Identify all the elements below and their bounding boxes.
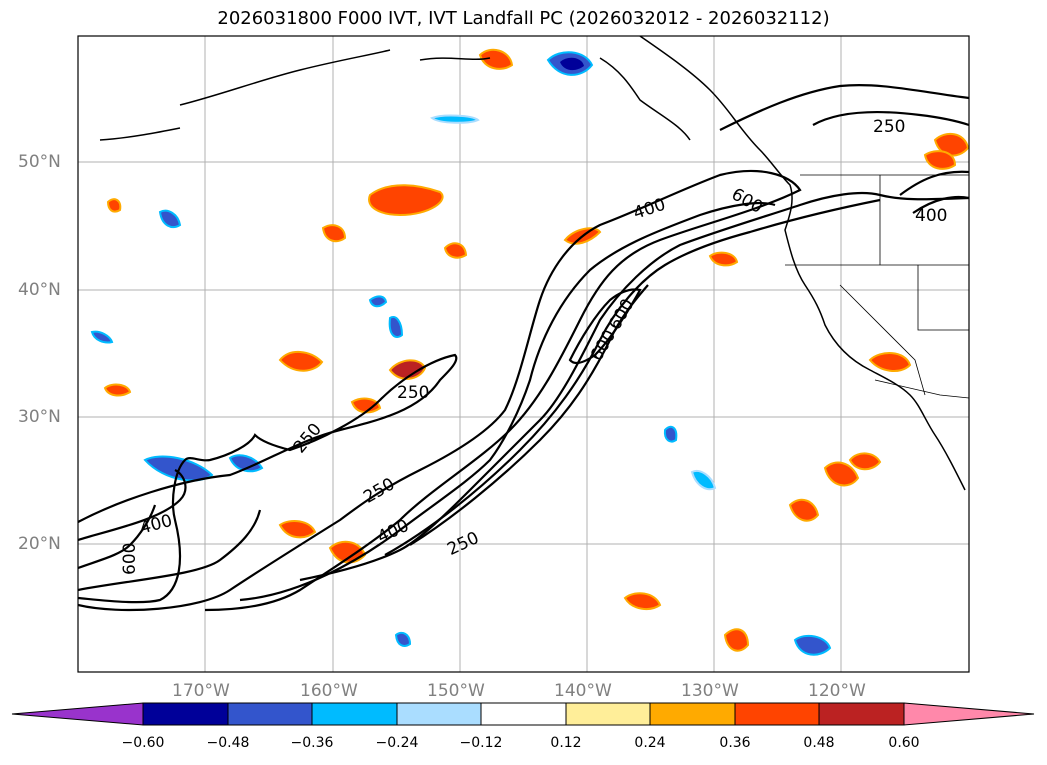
lon-label: 170°W [172,681,230,701]
colorbar-tick-label: 0.36 [719,735,751,751]
colorbar-segment [227,702,313,726]
colorbar-segment [480,702,567,726]
lat-label: 50°N [18,152,61,172]
contour-label: 600 [728,184,766,218]
colorbar-segment [818,702,905,726]
colorbar-tick-label: −0.60 [121,735,165,751]
colorbar-tick-label: 0.12 [550,735,582,751]
colorbar-tick-label: 0.60 [888,735,920,751]
colorbar [11,702,1035,726]
lon-label: 160°W [300,681,358,701]
colorbar-tick-label: −0.48 [206,735,250,751]
colorbar-extend-low [11,702,144,726]
lon-label: 150°W [427,681,485,701]
map-frame [77,35,970,673]
colorbar-segment [565,702,651,726]
lon-label: 120°W [808,681,866,701]
colorbar-tick-label: 0.48 [803,735,835,751]
map-title: 2026031800 F000 IVT, IVT Landfall PC (20… [217,8,830,29]
contour-label: 250 [290,420,326,458]
coastlines [99,36,966,491]
lon-label: 140°W [554,681,612,701]
state-borders [785,174,969,399]
lat-label: 20°N [18,534,61,554]
colorbar-tick-label: −0.12 [459,735,503,751]
contour-label: 250 [397,383,429,403]
colorbar-extend-high [903,702,1035,726]
contour-label: 600 [120,543,140,575]
pc-negative-areas [90,51,832,656]
colorbar-segment [649,702,736,726]
colorbar-tick-label: −0.24 [375,735,419,751]
lat-label: 30°N [18,407,61,427]
ivt-contours [78,83,969,612]
colorbar-segment [396,702,482,726]
gridlines [78,36,969,672]
colorbar-segment [142,702,229,726]
colorbar-tick-label: −0.36 [290,735,334,751]
contour-label: 400 [915,206,947,226]
contour-label-group: 250 250 250 250 400 400 400 400 600 600 … [120,117,947,575]
contour-label: 400 [631,195,668,224]
colorbar-segment [311,702,398,726]
colorbar-segment [734,702,820,726]
contour-label: 400 [138,511,175,539]
contour-label: 250 [444,528,482,560]
lon-label: 130°W [681,681,739,701]
lat-label: 40°N [18,280,61,300]
colorbar-tick-label: 0.24 [634,735,666,751]
pc-positive-areas [103,48,969,652]
contour-label: 250 [873,117,905,137]
contour-label: 250 [360,474,398,508]
